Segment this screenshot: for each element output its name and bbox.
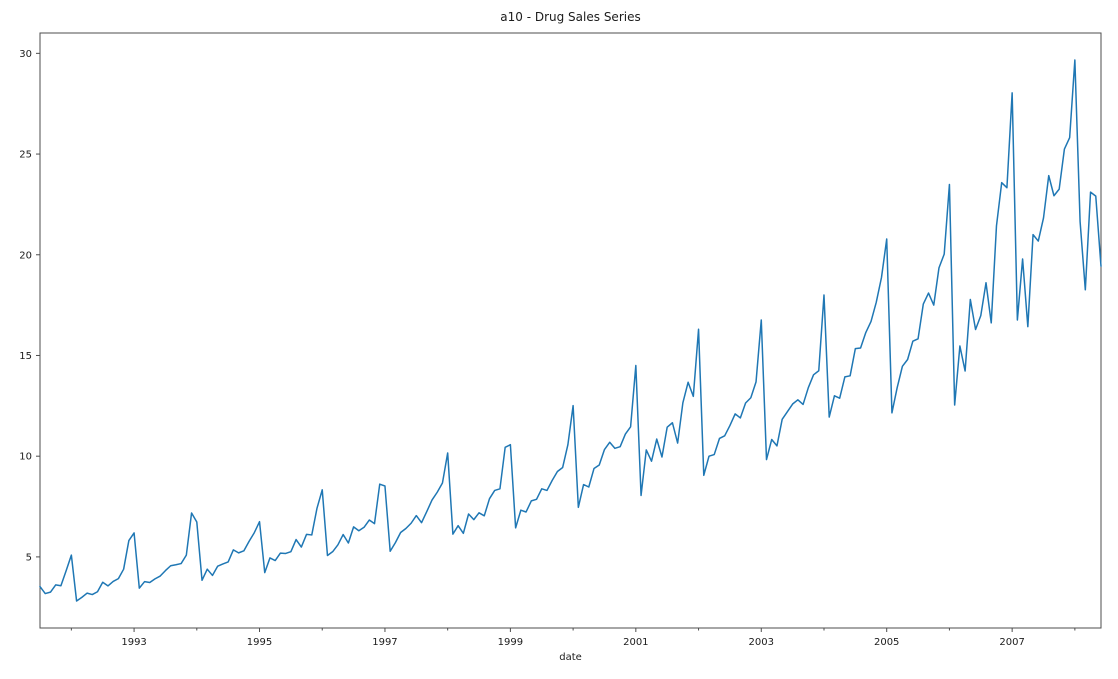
y-tick-label: 10 [19, 452, 32, 463]
y-tick-label: 20 [19, 250, 32, 261]
x-tick-label: 2003 [749, 637, 774, 648]
y-tick-label: 15 [19, 351, 32, 362]
axes-spines [39, 32, 1102, 629]
x-axis-label: date [559, 652, 582, 663]
x-tick-label: 2007 [999, 637, 1024, 648]
chart-title: a10 - Drug Sales Series [500, 10, 641, 24]
y-tick-label: 5 [26, 552, 32, 563]
y-tick-label: 30 [19, 49, 32, 60]
x-tick-label: 1999 [498, 637, 523, 648]
y-tick-label: 25 [19, 150, 32, 161]
x-tick-label: 1995 [247, 637, 272, 648]
x-tick-label: 1993 [121, 637, 146, 648]
x-tick-label: 2001 [623, 637, 648, 648]
x-tick-label: 2005 [874, 637, 899, 648]
drug-sales-series-line [39, 59, 1102, 602]
x-tick-label: 1997 [372, 637, 397, 648]
